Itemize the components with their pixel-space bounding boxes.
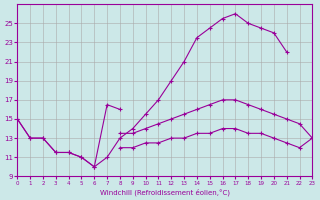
- X-axis label: Windchill (Refroidissement éolien,°C): Windchill (Refroidissement éolien,°C): [100, 188, 230, 196]
